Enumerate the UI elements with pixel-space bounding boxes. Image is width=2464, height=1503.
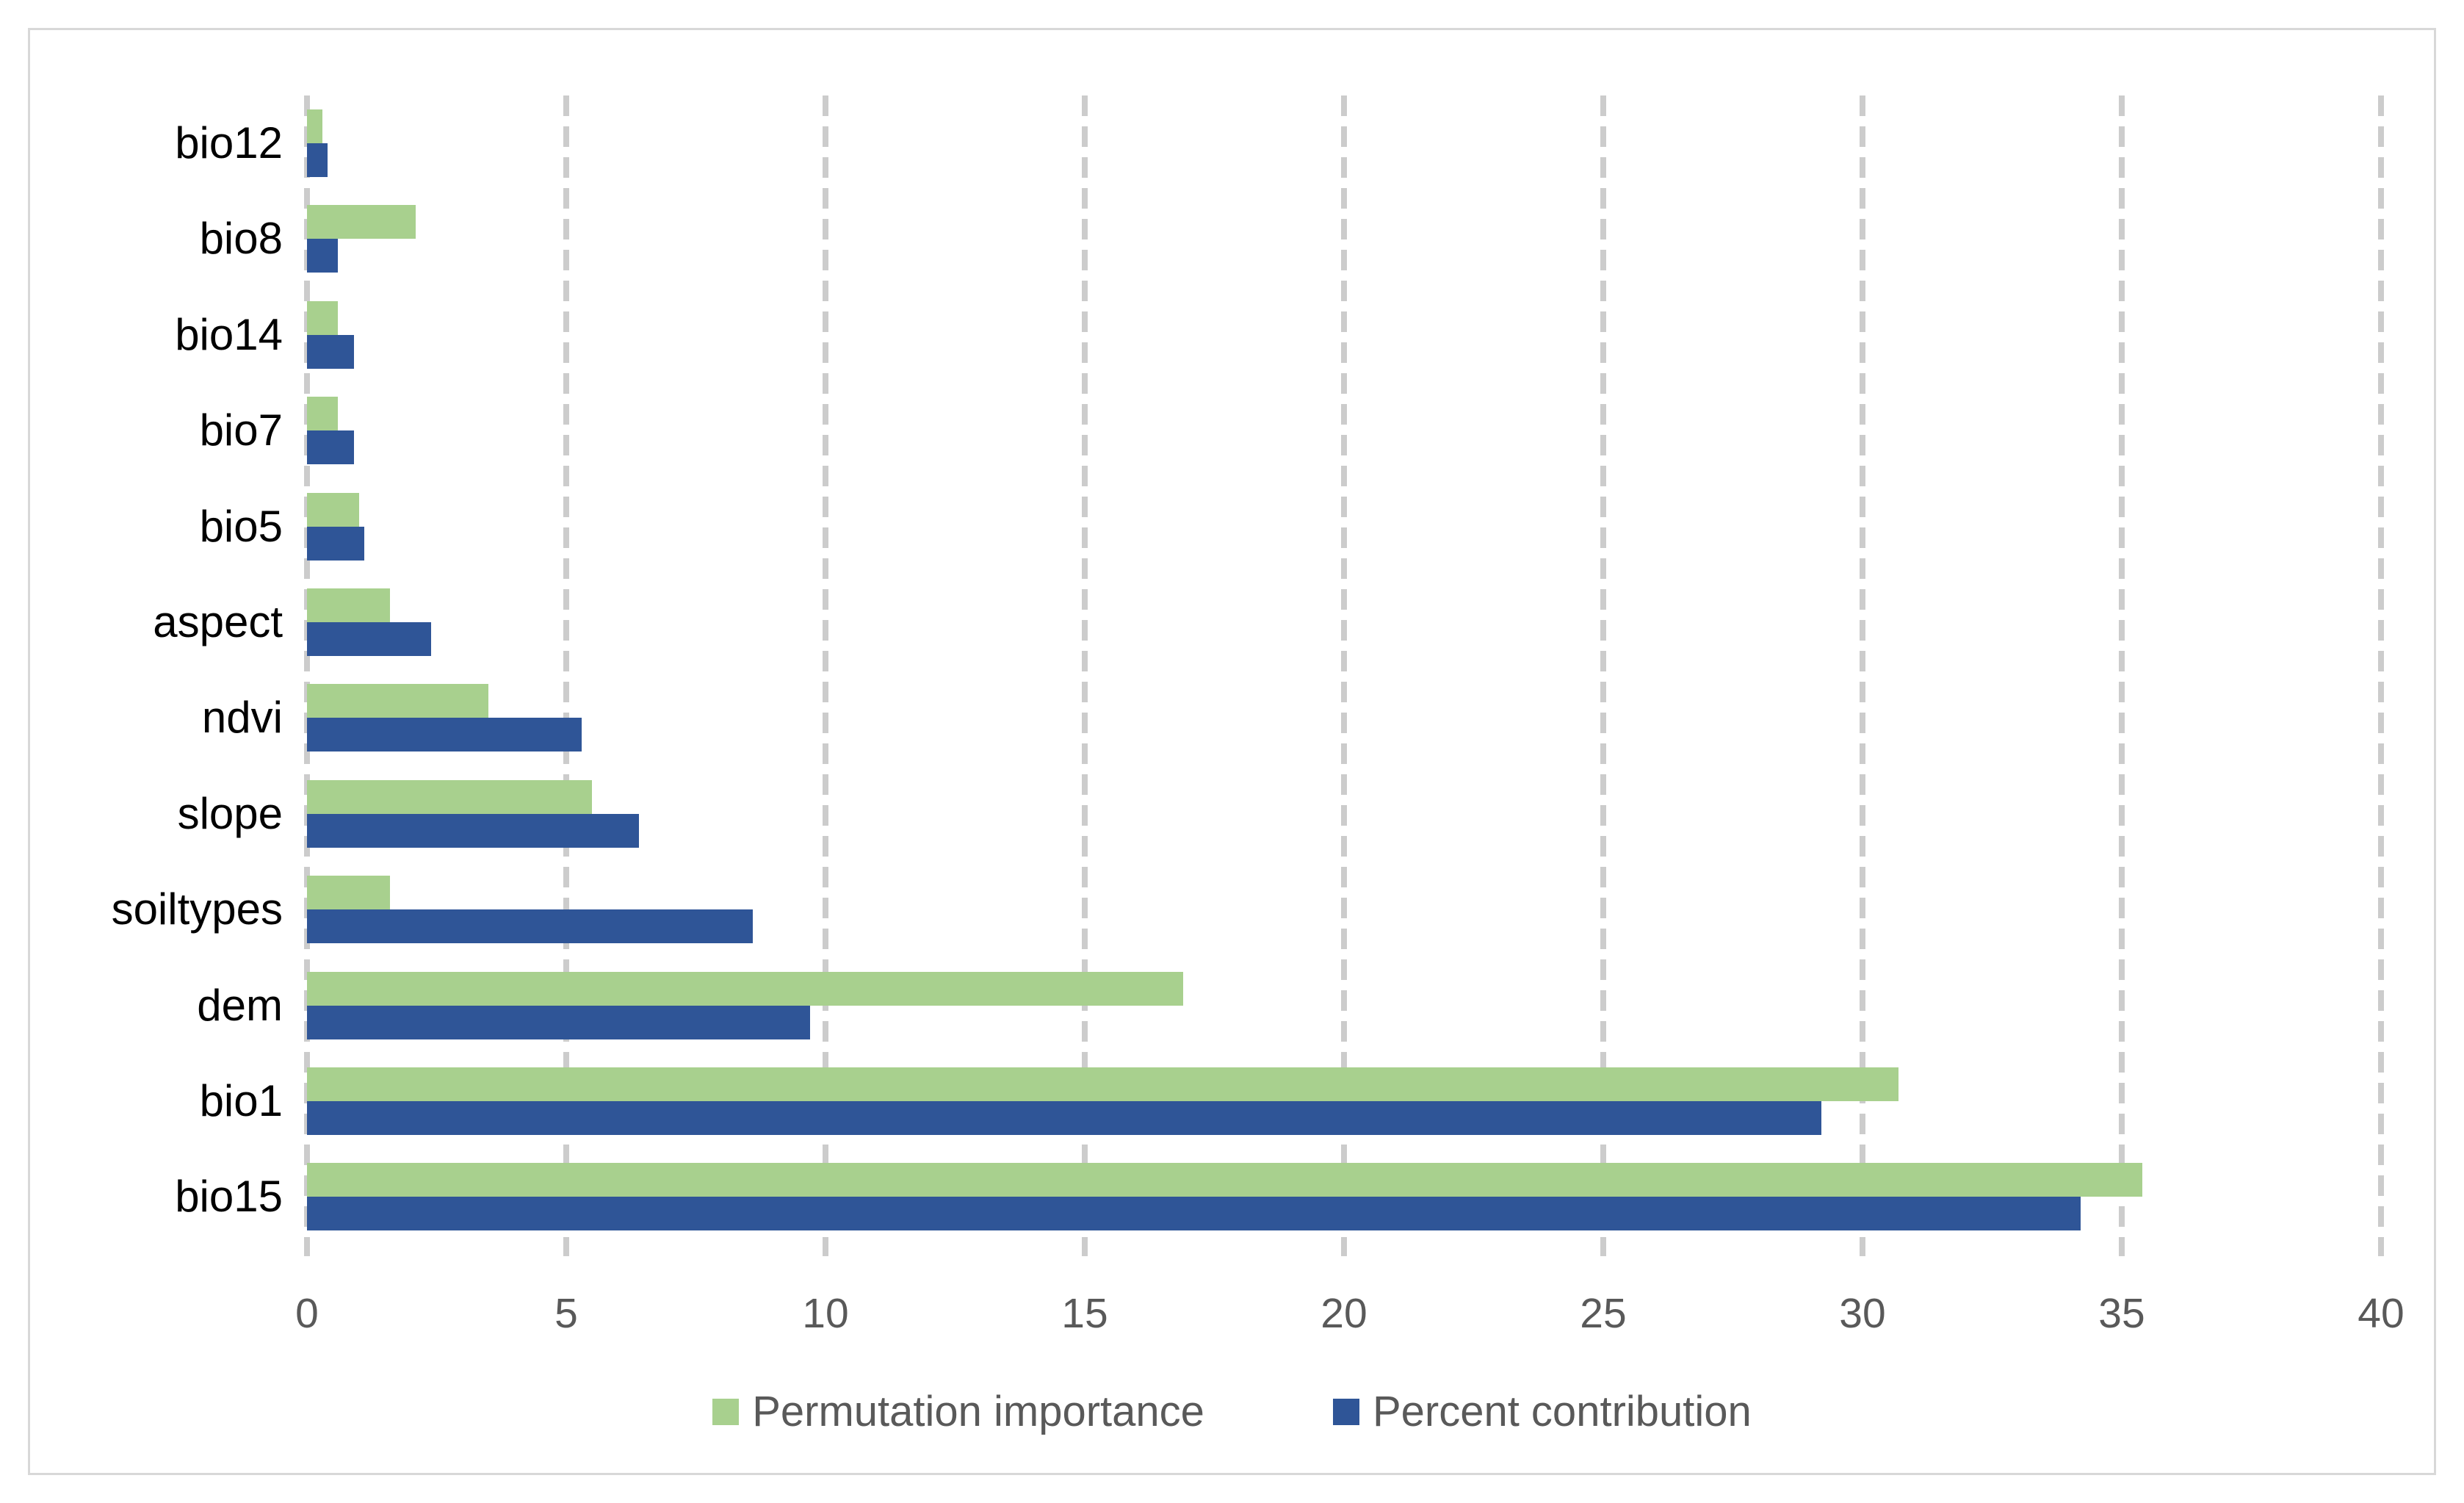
bar-ndvi-percent-contribution <box>307 718 582 752</box>
category-label-ndvi: ndvi <box>201 693 283 743</box>
gridline-x-25 <box>1600 95 1606 1256</box>
category-label-bio15: bio15 <box>175 1172 283 1222</box>
category-label-bio1: bio1 <box>199 1076 283 1125</box>
bar-bio12-percent-contribution <box>307 143 328 177</box>
legend-label: Permutation importance <box>752 1388 1204 1435</box>
x-tick-label-35: 35 <box>2098 1290 2145 1337</box>
x-tick-label-0: 0 <box>295 1290 319 1337</box>
bar-aspect-permutation-importance <box>307 588 390 622</box>
gridline-x-10 <box>823 95 828 1256</box>
bar-dem-percent-contribution <box>307 1005 810 1039</box>
bar-bio7-permutation-importance <box>307 397 339 431</box>
bar-slope-percent-contribution <box>307 813 639 848</box>
x-tick-label-20: 20 <box>1320 1290 1368 1337</box>
legend-item-permutation-importance: Permutation importance <box>712 1387 1204 1436</box>
chart-legend: Permutation importance Percent contribut… <box>0 1387 2464 1436</box>
legend-swatch-blue <box>1332 1398 1359 1425</box>
category-label-bio7: bio7 <box>199 406 283 455</box>
bar-soiltypes-percent-contribution <box>307 909 754 944</box>
bar-bio15-permutation-importance <box>307 1163 2143 1197</box>
category-label-bio5: bio5 <box>199 501 283 551</box>
gridline-x-30 <box>1860 95 1865 1256</box>
bar-bio5-percent-contribution <box>307 526 364 561</box>
category-label-bio12: bio12 <box>175 118 283 167</box>
bar-bio8-permutation-importance <box>307 205 416 239</box>
category-label-dem: dem <box>197 980 283 1030</box>
legend-label: Percent contribution <box>1372 1388 1752 1435</box>
gridline-x-40 <box>2378 95 2384 1256</box>
category-label-bio8: bio8 <box>199 214 283 264</box>
gridline-x-35 <box>2119 95 2125 1256</box>
gridline-x-15 <box>1082 95 1088 1256</box>
gridline-x-20 <box>1341 95 1347 1256</box>
bar-soiltypes-permutation-importance <box>307 876 390 910</box>
category-label-soiltypes: soiltypes <box>111 884 283 934</box>
bar-bio15-percent-contribution <box>307 1197 2081 1231</box>
bar-dem-permutation-importance <box>307 971 1184 1006</box>
bar-bio1-permutation-importance <box>307 1067 1899 1101</box>
category-label-slope: slope <box>177 788 283 838</box>
x-tick-label-5: 5 <box>554 1290 578 1337</box>
bar-bio14-permutation-importance <box>307 300 339 335</box>
legend-item-percent-contribution: Percent contribution <box>1332 1387 1752 1436</box>
bar-aspect-percent-contribution <box>307 622 432 656</box>
x-tick-label-30: 30 <box>1839 1290 1886 1337</box>
bar-bio7-percent-contribution <box>307 430 354 465</box>
bar-bio12-permutation-importance <box>307 109 323 143</box>
bar-ndvi-permutation-importance <box>307 684 489 718</box>
legend-swatch-green <box>712 1398 740 1425</box>
x-tick-label-40: 40 <box>2358 1290 2405 1337</box>
bar-bio8-percent-contribution <box>307 239 339 273</box>
bar-bio5-permutation-importance <box>307 492 359 527</box>
x-tick-label-25: 25 <box>1580 1290 1627 1337</box>
bar-bio14-percent-contribution <box>307 334 354 369</box>
gridline-x-0 <box>304 95 310 1256</box>
x-tick-label-10: 10 <box>802 1290 849 1337</box>
gridline-x-5 <box>563 95 569 1256</box>
bar-bio1-percent-contribution <box>307 1101 1821 1135</box>
category-label-bio14: bio14 <box>175 309 283 359</box>
category-label-aspect: aspect <box>153 597 283 646</box>
bar-slope-permutation-importance <box>307 779 593 814</box>
x-tick-label-15: 15 <box>1061 1290 1108 1337</box>
